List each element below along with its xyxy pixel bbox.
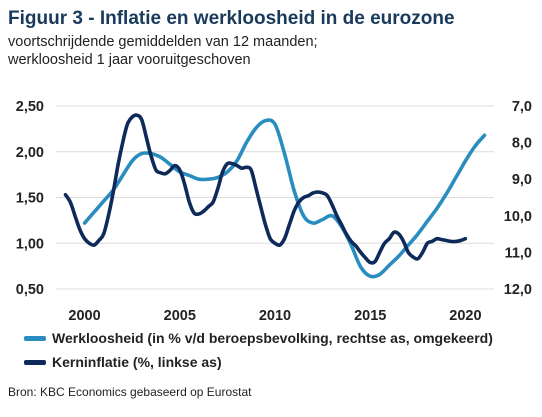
x-tick-label: 2005 <box>164 308 196 324</box>
series-line-unemployment <box>82 118 487 279</box>
legend-swatch-core-inflation <box>24 359 46 365</box>
gridlines <box>56 105 494 290</box>
left-tick-label: 2,50 <box>16 99 44 115</box>
source-note: Bron: KBC Economics gebaseerd op Eurosta… <box>8 385 252 399</box>
right-tick-label: 11,0 <box>505 245 532 261</box>
x-tick-label: 2000 <box>68 308 100 324</box>
left-axis-ticks: 2,50 2,00 1,50 1,00 0,50 <box>16 99 44 298</box>
series-lines <box>63 113 487 279</box>
legend-item-core-inflation: Kerninflatie (%, linkse as) <box>24 354 222 370</box>
right-tick-label: 8,0 <box>512 136 532 152</box>
chart-area: 2,50 2,00 1,50 1,00 0,50 7,0 8,0 9,0 10,0 11,0 12… <box>16 99 532 324</box>
chart-title: Figuur 3 - Inflatie en werkloosheid in d… <box>8 8 455 29</box>
right-tick-label: 9,0 <box>512 172 532 188</box>
series-line-core-inflation <box>63 113 468 265</box>
right-tick-label: 12,0 <box>504 282 532 298</box>
x-tick-label: 2010 <box>259 308 291 324</box>
chart-subtitle-line-2: werkloosheid 1 jaar vooruitgeschoven <box>8 52 251 68</box>
legend-label-unemployment: Werkloosheid (in % v/d beroepsbevolking,… <box>52 330 493 346</box>
right-axis-ticks: 7,0 8,0 9,0 10,0 11,0 12,0 <box>504 99 532 298</box>
left-tick-label: 1,50 <box>16 191 44 207</box>
right-tick-label: 10,0 <box>504 209 532 225</box>
right-tick-label: 7,0 <box>512 99 532 115</box>
chart-subtitle-line-1: voortschrijdende gemiddelden van 12 maan… <box>8 34 318 50</box>
left-tick-label: 2,00 <box>16 145 44 161</box>
x-axis-ticks: 2000 2005 2010 2015 2020 <box>68 308 481 324</box>
x-tick-label: 2015 <box>354 308 386 324</box>
legend-label-core-inflation: Kerninflatie (%, linkse as) <box>52 354 222 370</box>
left-tick-label: 0,50 <box>16 282 44 298</box>
x-tick-label: 2020 <box>449 308 481 324</box>
left-tick-label: 1,00 <box>16 236 44 252</box>
legend-item-unemployment: Werkloosheid (in % v/d beroepsbevolking,… <box>24 330 493 346</box>
legend-swatch-unemployment <box>24 335 46 341</box>
